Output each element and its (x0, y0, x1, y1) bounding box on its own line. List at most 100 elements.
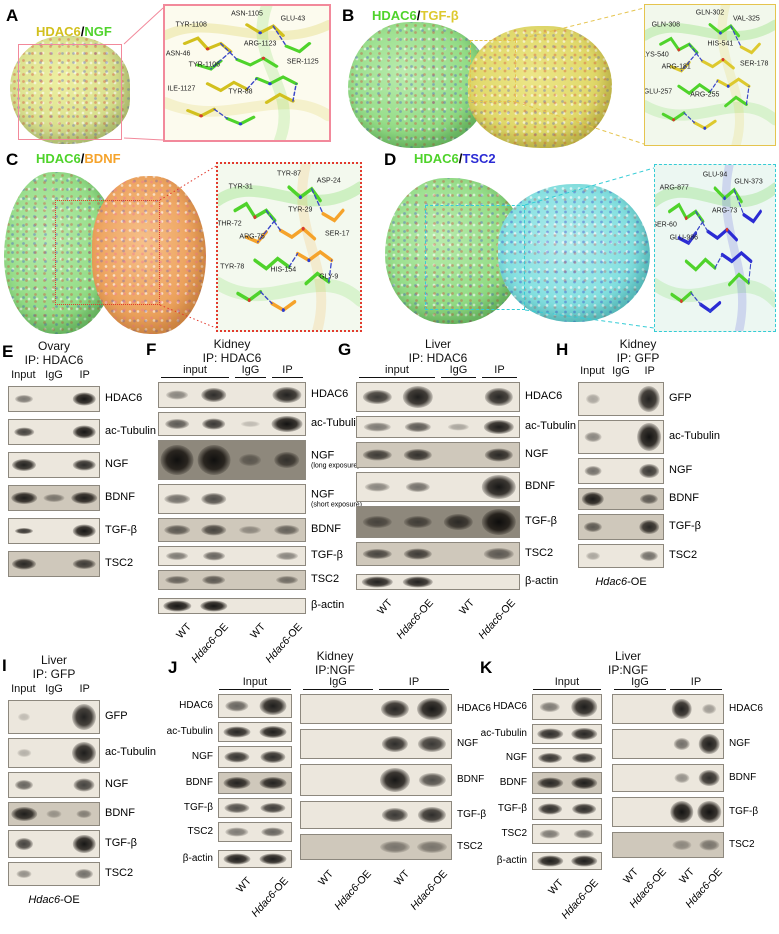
blot-row-label: NGF (457, 738, 478, 750)
lane-group-header: IP (670, 676, 722, 690)
blot-row: BDNF (578, 488, 699, 510)
title-separator: / (416, 8, 421, 23)
residue-label: ILE-1127 (167, 85, 196, 93)
panel-c-title: HDAC6/BDNF (36, 151, 121, 166)
blot-row-label: BDNF (500, 777, 527, 789)
blot-row: HDAC6 (300, 694, 491, 724)
blot-row-label: NGF (105, 458, 128, 471)
blot-row: BDNF (500, 772, 602, 794)
blot-strip (300, 834, 452, 860)
blot-band (17, 749, 31, 757)
blot-target-label: TSC2 (187, 825, 213, 837)
lane-group-header: Input (219, 676, 291, 690)
blot-band (363, 516, 392, 528)
blot-row-label: HDAC6 (179, 700, 213, 712)
blot-row: ac-Tubulin (8, 738, 156, 768)
blot-strip (300, 694, 452, 724)
blot-band (379, 768, 410, 792)
blot-band (275, 576, 298, 584)
lane-group-header: IgG (303, 676, 373, 690)
blot-band (72, 742, 96, 764)
blot-target-label: GFP (669, 392, 692, 405)
blot-row: HDAC6 (356, 382, 562, 412)
blot-row-label: TGF-β (498, 803, 527, 815)
blot-band (75, 869, 93, 879)
blot-row-label: TSC2 (105, 867, 133, 880)
blot-target-label: β-actin (496, 854, 527, 866)
blot-band (200, 600, 228, 612)
residue-label: TYR-1106 (188, 61, 221, 69)
blot-row: GFP (8, 700, 128, 734)
blot-band (46, 810, 62, 818)
blot-group-liver-gfp: Input IgG IP GFP ac-Tubulin NGF BDNF TGF-β TSC2 H… (8, 682, 156, 906)
blot-row-label: HDAC6 (729, 703, 763, 715)
blot-band (165, 419, 190, 429)
blot-band (571, 697, 597, 717)
blot-strip (218, 772, 292, 794)
interaction-detail-inset-a: ASN-1105 TYR-1108 GLU-43 ASN-46 ARG-1123 TYR-… (163, 4, 331, 142)
blot-band (363, 449, 392, 461)
blot-row-label: ac-Tubulin (105, 746, 156, 759)
title-separator: / (458, 151, 463, 166)
blot-band (639, 520, 659, 534)
blot-band (164, 494, 191, 504)
blot-band (15, 838, 33, 850)
blot-band (538, 803, 562, 815)
blot-row: HDAC6 (612, 694, 763, 724)
interaction-detail-inset-d: GLU-94 ARG-877 GLN-373 SER-60 ARG-73 GLU-986 (654, 164, 776, 332)
zoom-region-box-c (55, 200, 160, 305)
blot-band (571, 777, 597, 789)
blot-row: BDNF (356, 472, 555, 502)
residue-label: GLN-308 (651, 21, 680, 29)
blot-row: BDNF (612, 764, 756, 792)
panel-letter-i: I (2, 656, 7, 675)
lane-header-row: IgG IP (300, 676, 452, 694)
blot-band (418, 736, 447, 752)
blot-row-label: β-actin (525, 575, 558, 588)
panel-b-title: HDAC6/TGF-β (372, 8, 459, 23)
blot-exposure-label: (long exposure) (311, 462, 360, 470)
blot-band (76, 810, 92, 818)
blot-target-label: NGF (669, 464, 693, 477)
residue-label: LYS-540 (644, 51, 669, 59)
blot-band (673, 738, 690, 750)
blot-band (164, 525, 191, 535)
blot-strip (532, 724, 602, 744)
residue-label: ARG-1123 (243, 40, 277, 48)
lane-header: IP (79, 369, 90, 381)
blot-band (538, 753, 562, 763)
blot-row-label: BDNF (105, 491, 135, 504)
blot-band (379, 841, 410, 853)
ip-label: IP: HDAC6 (408, 350, 468, 365)
blot-band (444, 514, 473, 530)
blot-band (417, 698, 448, 720)
blot-strip (356, 506, 520, 538)
panel-a-title: HDAC6/NGF (36, 24, 112, 39)
blot-row: HDAC6 (493, 694, 602, 720)
blot-band (165, 576, 190, 584)
blot-target-label: TSC2 (525, 547, 554, 560)
panel-letter-e: E (2, 342, 14, 361)
blot-row: TSC2 (612, 832, 755, 858)
blot-target-label: TGF-β (105, 524, 137, 537)
blot-band (403, 449, 432, 461)
sample-label: WT (546, 877, 567, 898)
panel-letter-k: K (480, 658, 493, 677)
zoom-region-box-a (18, 44, 122, 140)
lane-header: Input (11, 369, 36, 381)
sample-label: Hdac6-OE (332, 868, 375, 913)
blot-row-label: NGF (506, 752, 527, 764)
sample-label: WT (316, 868, 337, 889)
blot-row: BDNF (158, 518, 341, 542)
stick-figure (645, 5, 775, 145)
tissue-label: Kidney (619, 337, 657, 351)
blot-strip (158, 518, 306, 542)
blot-row: HDAC6 (179, 694, 292, 718)
blot-strip (356, 574, 520, 590)
blot-strip (612, 764, 724, 792)
blot-band (699, 839, 719, 851)
blot-band (224, 803, 250, 813)
blot-band (363, 390, 392, 404)
blot-row-label: TGF-β (729, 806, 758, 818)
blot-target-label: HDAC6 (457, 702, 491, 714)
